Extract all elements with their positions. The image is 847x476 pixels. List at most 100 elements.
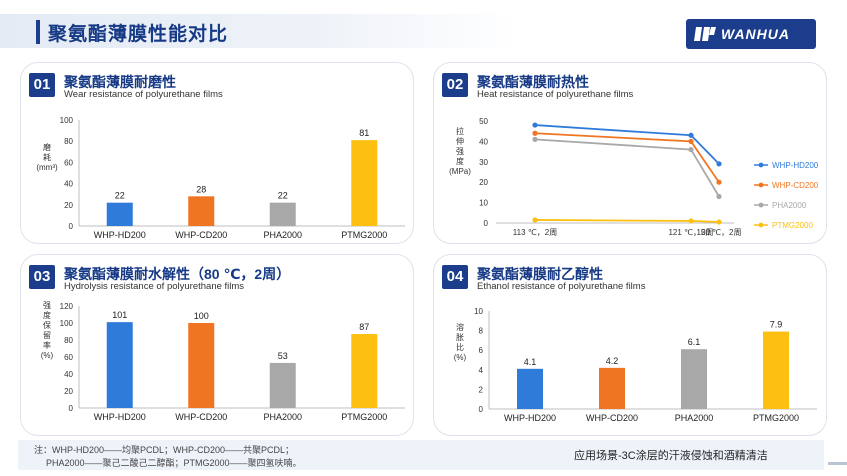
- y-tick-label: 8: [479, 327, 484, 336]
- panel-wear-resistance: 01 聚氨酯薄膜耐磨性 Wear resistance of polyureth…: [20, 62, 414, 244]
- y-tick-label: 100: [60, 319, 74, 328]
- panel-title: 聚氨酯薄膜耐水解性（80 ℃，2周）: [64, 266, 291, 282]
- x-tick-label: PHA2000: [263, 230, 302, 240]
- ethanol-bar-chart: 0 2 4 6 8 10 4.1 WHP-HD200 4.2 WHP-CD200 6.1 PHA200…: [474, 307, 817, 423]
- y-axis-label-char: (%): [453, 353, 467, 362]
- panel-subtitle: Wear resistance of polyurethane films: [64, 89, 223, 100]
- bar-value-label: 53: [278, 351, 288, 361]
- y-tick-label: 10: [479, 199, 488, 208]
- y-axis-label-char: 伸: [456, 137, 464, 146]
- bar: [188, 196, 215, 226]
- x-tick-label: 113 ℃，2周: [513, 228, 557, 237]
- x-tick-label: PTMG2000: [341, 412, 387, 422]
- panel-hydrolysis-resistance: 03 聚氨酯薄膜耐水解性（80 ℃，2周） Hydrolysis resista…: [20, 254, 414, 436]
- y-tick-label: 60: [64, 353, 73, 362]
- y-axis-label-char: 拉: [456, 127, 464, 136]
- wear-bar-chart: 0 20 40 60 80 100 22 WHP-HD200 28 WHP-CD200 22 PHA2…: [60, 116, 405, 240]
- panel-subtitle: Ethanol resistance of polyurethane films: [477, 281, 646, 292]
- y-axis-label-char: 溶: [456, 323, 464, 332]
- y-tick-label: 2: [479, 385, 484, 394]
- y-tick-label: 80: [64, 336, 73, 345]
- data-point: [688, 138, 694, 144]
- header: 聚氨酯薄膜性能对比 WANHUA: [0, 0, 847, 58]
- y-tick-label: 0: [69, 222, 74, 231]
- bar-value-label: 4.1: [524, 357, 537, 367]
- panel-number-badge: 01: [29, 73, 55, 97]
- y-axis-label-char: 比: [456, 343, 464, 352]
- y-axis-label-char: 强: [456, 147, 464, 156]
- bar: [106, 202, 133, 226]
- y-tick-label: 10: [474, 307, 483, 316]
- bar-value-label: 22: [278, 191, 288, 201]
- x-tick-label: WHP-CD200: [175, 412, 227, 422]
- y-axis-label-char: 度: [43, 311, 51, 320]
- title-accent-bar: [36, 20, 40, 44]
- panel-title: 聚氨酯薄膜耐热性: [477, 74, 589, 90]
- bar-value-label: 28: [196, 184, 206, 194]
- y-axis-label-char: (%): [40, 351, 54, 360]
- data-point: [532, 122, 538, 128]
- y-axis-label-char: 磨: [43, 143, 51, 152]
- y-tick-label: 0: [69, 404, 74, 413]
- y-axis-label-char: 耗: [43, 153, 51, 162]
- y-axis-label: 强 度 保 留 率 (%): [36, 301, 58, 361]
- y-tick-label: 120: [60, 302, 74, 311]
- x-tick-label: PTMG2000: [753, 413, 799, 423]
- y-axis-label-char: 强: [43, 301, 51, 310]
- title-background: [0, 14, 520, 48]
- x-tick-label: WHP-HD200: [504, 413, 556, 423]
- panel-title: 聚氨酯薄膜耐磨性: [64, 74, 176, 90]
- y-axis-label-char: 留: [43, 331, 51, 340]
- y-tick-label: 40: [64, 370, 73, 379]
- bar: [517, 368, 543, 409]
- bar: [106, 322, 133, 408]
- bar-value-label: 7.9: [770, 320, 783, 330]
- y-axis-label-char: 率: [43, 341, 51, 350]
- y-tick-label: 60: [64, 158, 73, 167]
- bar-value-label: 4.2: [606, 356, 619, 366]
- y-tick-label: 0: [484, 219, 489, 228]
- y-axis-label-char: 保: [43, 321, 51, 330]
- bar: [269, 202, 296, 226]
- bottom-decoration: [828, 462, 847, 465]
- legend-swatch-marker: [758, 182, 764, 188]
- y-tick-label: 6: [479, 346, 484, 355]
- panel-title: 聚氨酯薄膜耐乙醇性: [477, 266, 603, 282]
- bar-value-label: 81: [359, 128, 369, 138]
- data-point: [532, 217, 538, 223]
- x-tick-label: 150 ℃，2周: [696, 228, 741, 237]
- panel-number-badge: 03: [29, 265, 55, 289]
- y-axis-label-char: (MPa): [449, 167, 471, 176]
- series-line: [534, 124, 720, 165]
- data-point: [688, 132, 694, 138]
- x-tick-label: WHP-CD200: [586, 413, 638, 423]
- data-point: [716, 161, 722, 167]
- hydrolysis-bar-chart: 0 20 40 60 80 100 120 101 WHP-HD200 100 WHP-CD200 5…: [60, 302, 405, 422]
- legend-label: PHA2000: [772, 201, 807, 210]
- y-tick-label: 0: [479, 405, 484, 414]
- bar: [188, 323, 215, 408]
- panel-subtitle: Heat resistance of polyurethane films: [477, 89, 634, 100]
- panel-number-badge: 02: [442, 73, 468, 97]
- footer-note-line: PHA2000——聚己二酸己二醇酯；PTMG2000——聚四氢呋喃。: [46, 458, 302, 468]
- y-tick-label: 40: [479, 137, 488, 146]
- x-tick-label: PTMG2000: [341, 230, 387, 240]
- x-tick-label: WHP-CD200: [175, 230, 227, 240]
- data-point: [688, 146, 694, 153]
- y-tick-label: 20: [479, 178, 488, 187]
- bar: [269, 362, 296, 408]
- bar-value-label: 87: [359, 322, 369, 332]
- panel-heat-resistance: 02 聚氨酯薄膜耐热性 Heat resistance of polyureth…: [433, 62, 827, 244]
- wanhua-logo: WANHUA: [686, 19, 816, 49]
- data-point: [716, 193, 722, 200]
- y-axis-label: 溶 胀 比 (%): [448, 323, 472, 363]
- panel-subtitle: Hydrolysis resistance of polyurethane fi…: [64, 281, 245, 292]
- legend-swatch-marker: [758, 202, 764, 208]
- legend-swatch-marker: [758, 222, 764, 228]
- y-tick-label: 30: [479, 158, 488, 167]
- bar-value-label: 100: [194, 311, 209, 321]
- bar: [763, 331, 789, 409]
- y-tick-label: 50: [479, 117, 488, 126]
- y-tick-label: 4: [479, 366, 484, 375]
